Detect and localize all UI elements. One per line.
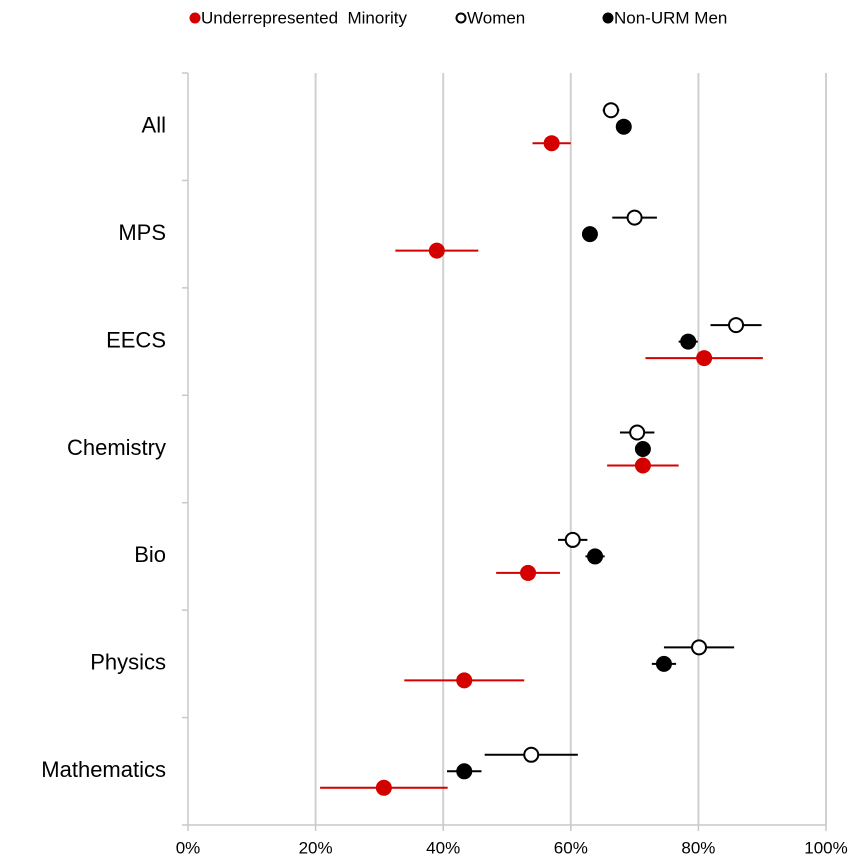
data-point	[543, 135, 560, 152]
data-point	[520, 564, 537, 581]
legend-marker	[189, 12, 201, 24]
x-tick-label: 60%	[554, 838, 588, 857]
legend-label: Underrepresented Minority	[201, 8, 407, 27]
data-point	[581, 226, 598, 243]
data-point	[629, 424, 646, 441]
legend-label: Non-URM Men	[614, 8, 727, 27]
category-label: EECS	[106, 327, 166, 352]
category-label: Physics	[90, 650, 166, 675]
category-label: All	[142, 113, 166, 138]
data-point	[634, 457, 651, 474]
category-label: Bio	[134, 542, 166, 567]
category-label: Mathematics	[41, 757, 166, 782]
data-point	[602, 102, 619, 119]
data-point	[523, 746, 540, 763]
legend-marker	[455, 12, 467, 24]
data-point	[728, 317, 745, 334]
data-point	[456, 763, 473, 780]
data-point	[634, 441, 651, 457]
x-tick-label: 80%	[681, 838, 715, 857]
data-point	[456, 672, 473, 689]
legend-marker	[602, 12, 614, 24]
data-point	[626, 209, 643, 226]
category-label: Chemistry	[67, 435, 166, 460]
data-point	[691, 639, 708, 656]
data-point	[615, 118, 632, 135]
x-tick-label: 100%	[804, 838, 847, 857]
category-label: MPS	[118, 220, 166, 245]
x-tick-label: 20%	[299, 838, 333, 857]
data-point	[655, 655, 672, 672]
data-point	[428, 242, 445, 259]
data-point	[564, 531, 581, 548]
x-tick-label: 0%	[176, 838, 201, 857]
legend-label: Women	[467, 8, 525, 27]
data-point	[375, 779, 392, 796]
data-point	[696, 350, 713, 367]
data-point	[680, 333, 697, 350]
data-point	[587, 548, 604, 565]
x-tick-label: 40%	[426, 838, 460, 857]
